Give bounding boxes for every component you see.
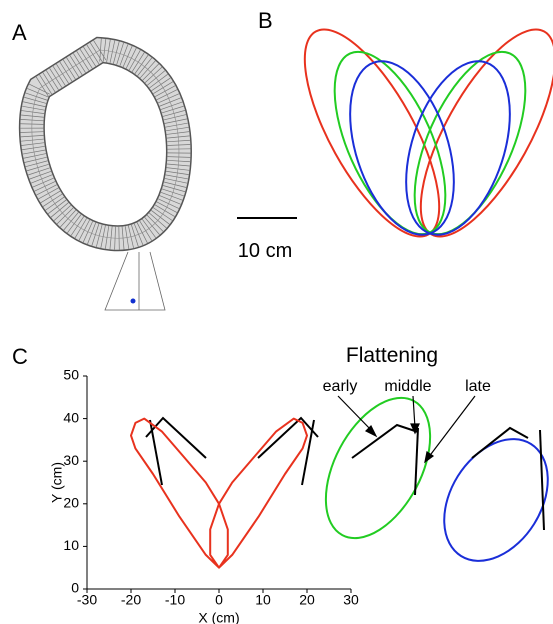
- mesh-ring: [18, 36, 192, 252]
- x-tick-label: 20: [299, 592, 315, 608]
- marker-dot: [130, 298, 136, 304]
- y-tick-label: 20: [63, 495, 79, 511]
- annotation-label: late: [465, 378, 491, 395]
- x-tick-label: -20: [121, 592, 141, 608]
- chart: 0 10 20 30 40 50 -30 -20 -10 0 10 20 30 X (cm) Y (cm): [49, 367, 359, 624]
- x-tick-label: -10: [165, 592, 185, 608]
- annotation-label: middle: [384, 378, 431, 395]
- x-axis-label: X (cm): [198, 610, 239, 624]
- y-tick-label: 30: [63, 452, 79, 468]
- x-tick-label: 30: [343, 592, 359, 608]
- loops: [303, 28, 553, 238]
- annotation-label: early: [323, 378, 358, 395]
- flattening-lines: [145, 416, 545, 531]
- x-tick-label: 10: [255, 592, 271, 608]
- y-tick-label: 50: [63, 367, 79, 383]
- panel-label: B: [258, 8, 273, 33]
- annotation-arrows: [337, 395, 476, 464]
- y-tick-label: 0: [71, 580, 79, 596]
- offset-loops: [324, 396, 549, 562]
- y-tick-label: 10: [63, 537, 79, 553]
- scale-label: 10 cm: [238, 240, 292, 262]
- panel-label: A: [12, 20, 27, 45]
- x-tick-label: 0: [215, 592, 223, 608]
- probe: [104, 251, 166, 311]
- y-tick-label: 40: [63, 409, 79, 425]
- y-axis-label: Y (cm): [49, 462, 65, 503]
- panel-label: C: [12, 344, 28, 369]
- x-tick-label: -30: [77, 592, 97, 608]
- data-line: [130, 417, 308, 569]
- annotation-title: Flattening: [346, 344, 438, 367]
